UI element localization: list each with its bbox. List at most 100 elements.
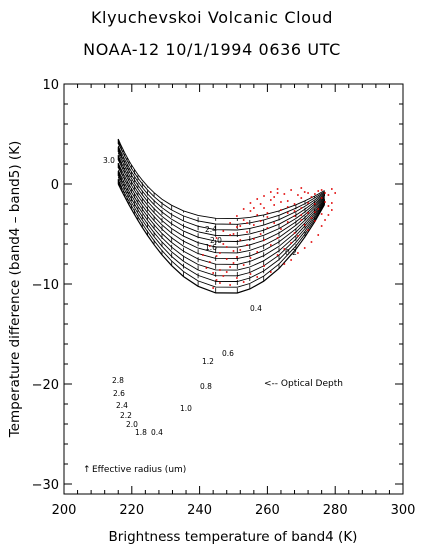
observation-point [283,193,286,195]
observation-point [331,188,333,190]
observation-point [212,287,214,289]
radius-label: 2.0 [126,420,138,429]
x-tick-label: 260 [255,503,280,518]
observation-point [215,279,218,281]
optical-depth-label: 0.4 [250,304,262,313]
observation-point [212,272,214,274]
observation-point [283,263,286,265]
observation-point [327,214,330,216]
observation-point [246,244,248,246]
observation-point [307,202,309,204]
observation-point [307,192,309,194]
radius-annotation: ↑ Effective radius (um) [83,465,186,475]
observation-point [331,202,333,204]
observation-point [239,239,242,241]
observation-point [314,211,316,213]
observation-point [290,259,292,261]
observation-point [266,212,269,214]
observation-point [317,208,320,210]
observation-point [236,277,238,279]
radius-label: 2.6 [113,389,125,398]
observation-point [253,224,255,226]
observation-point [307,229,309,231]
observation-point [256,276,259,278]
observation-point [297,235,299,237]
observation-point [293,215,296,217]
observation-point [232,250,235,252]
observation-point [229,234,231,236]
observation-point [273,222,275,224]
observation-point [236,256,238,258]
observation-point [219,269,221,271]
observation-point [249,202,252,204]
observation-point [307,212,309,214]
observation-point [310,241,313,243]
observation-point [266,227,269,229]
observation-point [273,204,275,206]
up-arrow-icon: ↑ [83,465,91,475]
chart-title: Klyuchevskoi Volcanic Cloud [91,8,333,27]
observation-point [310,196,313,198]
x-tick-label: 280 [323,503,348,518]
observation-point [229,284,231,286]
observation-point [269,199,272,201]
observation-point [283,248,286,250]
observation-point [205,267,208,269]
observation-point [300,187,303,189]
x-axis-label: Brightness temperature of band4 (K) [109,529,358,545]
radius-curve [117,152,325,242]
observation-point [263,239,265,241]
observation-point [286,206,289,208]
observation-point [202,254,204,256]
observation-point [253,207,255,209]
observation-point [269,271,272,273]
observation-point [242,281,245,283]
observation-point [215,237,218,239]
observation-point [293,203,296,205]
optical-depth-label: 0.2 [285,248,297,257]
observation-point [317,190,320,192]
observation-point [263,207,265,209]
observation-point [320,197,323,199]
observation-point [300,207,303,209]
observation-point [297,252,299,254]
observation-point [293,232,296,234]
observation-point [269,244,272,246]
radius-label: 2.2 [120,411,132,420]
observation-point [290,242,292,244]
observation-point [334,192,336,194]
optical-depth-label: 2.0 [210,236,222,245]
observation-point [256,214,259,216]
observation-points [202,187,336,289]
observation-point [225,246,228,248]
observation-point [276,188,279,190]
y-tick-label: −20 [32,378,59,393]
observation-point [303,247,306,249]
observation-point [286,221,289,223]
observation-point [303,224,306,226]
observation-point [246,222,248,224]
curve-labels: 3.02.82.62.42.22.01.8 0.40.20.40.60.81.01… [103,156,297,437]
observation-point [293,210,296,212]
observation-point [324,201,326,203]
optical-depth-label: 1.0 [180,404,192,413]
observation-point [286,212,289,214]
observation-point [286,200,289,202]
x-tick-label: 220 [119,503,144,518]
observation-point [317,234,320,236]
observation-point [222,275,225,277]
radius-annotation-text: Effective radius (um) [92,465,186,475]
observation-point [276,254,279,256]
y-tick-label: 0 [51,178,59,193]
radius-label: 3.0 [103,156,115,165]
observation-point [269,191,272,193]
axes: 200 220 240 260 280 300 10 0 −10 −20 −30 [32,78,416,518]
optical-depth-label: 2.4 [205,225,217,234]
observation-point [259,220,262,222]
observation-point [303,191,306,193]
observation-point [232,233,235,235]
observation-point [263,265,265,267]
model-curves [117,138,326,294]
optical-depth-annotation: <-- Optical Depth [264,379,343,389]
